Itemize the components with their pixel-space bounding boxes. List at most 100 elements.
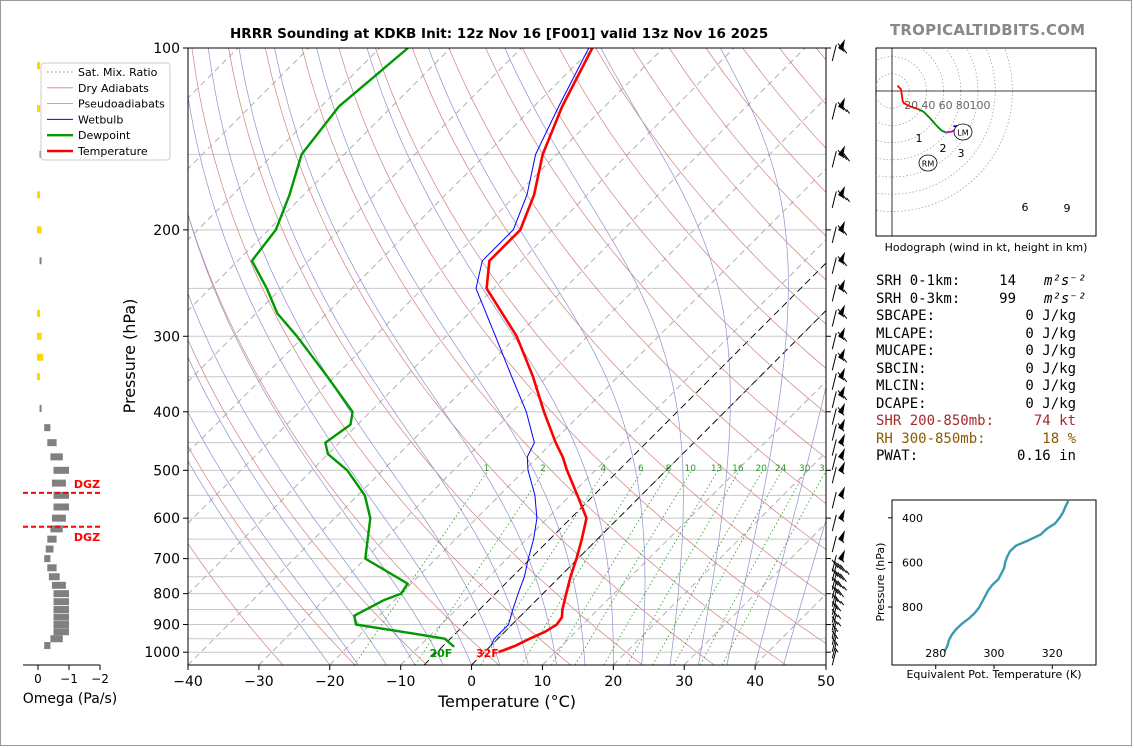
omega-bar: [37, 332, 42, 340]
isotherm-line: [400, 238, 826, 665]
brand-watermark: TROPICALTIDBITS.COM: [890, 21, 1086, 39]
stats-table: SRH 0-1km: 14 m²s⁻² SRH 0-3km: 99 m²s⁻² SBCAPE…: [876, 273, 1096, 466]
hodograph-trace: [917, 108, 947, 134]
omega-bar: [53, 590, 69, 598]
omega-bar: [48, 573, 60, 581]
mixing-ratio-label: 30: [799, 464, 811, 474]
mixing-ratio-label: 16: [732, 464, 744, 474]
mixing-ratio-label: 36: [819, 464, 831, 474]
theta-e-ytick-label: 600: [902, 556, 923, 569]
omega-bar: [53, 606, 69, 614]
wind-barb: [831, 385, 848, 408]
stats-value: 0 J/kg: [1025, 378, 1076, 394]
isotherm-line: [188, 48, 735, 595]
stats-value: 0 J/kg: [1025, 343, 1076, 359]
temperature-tick-label: 50: [817, 674, 835, 690]
profile-wetbulb: [475, 48, 590, 646]
theta-e-ylabel: Pressure (hPa): [874, 543, 887, 622]
pseudoadiabat-line: [207, 48, 501, 665]
omega-bar: [45, 545, 54, 553]
stats-row: SHR 200-850mb: 74 kt: [876, 413, 1096, 431]
omega-bar: [44, 555, 51, 563]
dry-adiabat-line: [191, 48, 571, 665]
pseudoadiabat-line: [188, 94, 472, 665]
dry-adiabat-line: [485, 48, 826, 459]
legend-entry: Dry Adiabats: [78, 82, 149, 95]
pressure-tick-label: 700: [153, 552, 180, 568]
temperature-tick-label: 0: [467, 674, 476, 690]
dry-adiabat-line: [188, 213, 499, 665]
stats-row: MUCAPE: 0 J/kg: [876, 343, 1096, 361]
wind-barb: [831, 145, 850, 168]
wind-barb: [831, 367, 848, 390]
pressure-tick-label: 400: [153, 405, 180, 421]
stats-row: MLCIN: 0 J/kg: [876, 378, 1096, 396]
omega-panel: 0 −1 −2 Omega (Pa/s) DGZ DGZ: [23, 62, 118, 707]
wind-barbs: [831, 39, 850, 666]
dry-adiabat-line: [301, 48, 787, 665]
wind-barb: [831, 185, 850, 208]
skewt-profiles: 20F 32F: [250, 48, 594, 660]
stats-value: 0 J/kg: [1025, 395, 1076, 412]
isotherm-line: [683, 522, 826, 665]
dry-adiabat-line: [448, 48, 826, 505]
theta-e-ytick-label: 800: [902, 601, 923, 614]
omega-bar: [37, 353, 44, 361]
legend-entry: Sat. Mix. Ratio: [78, 66, 158, 79]
dgz-label: DGZ: [74, 531, 100, 544]
theta-e-xlabel: Equivalent Pot. Temperature (K): [906, 668, 1081, 681]
omega-bar: [53, 491, 69, 499]
pressure-tick-label: 800: [153, 587, 180, 603]
mixing-ratio-line: [652, 470, 764, 665]
temperature-tick-label: −20: [315, 674, 345, 690]
dry-adiabat-line: [264, 48, 715, 665]
right-mover-label: RM: [922, 160, 935, 169]
left-mover-marker: [953, 123, 973, 141]
skewt-ylabel: Pressure (hPa): [120, 299, 139, 414]
hodograph-height-label: 6: [1022, 201, 1029, 214]
wind-barb: [831, 608, 842, 631]
omega-xlabel: Omega (Pa/s): [23, 691, 118, 707]
wind-barb: [831, 402, 845, 425]
theta-e-xtick-label: 280: [925, 647, 946, 660]
stats-value: 0 J/kg: [1025, 308, 1076, 324]
omega-bar: [37, 226, 42, 234]
skewt-xlabel: Temperature (°C): [437, 692, 576, 711]
mixing-ratio-line: [353, 470, 489, 665]
stats-label: SRH 0-3km:: [876, 290, 961, 307]
mixing-ratio-label: 2: [540, 464, 546, 474]
omega-bar: [37, 191, 41, 199]
wind-barb: [831, 593, 844, 615]
pseudoadiabat-line: [316, 48, 586, 665]
right-mover-marker: [918, 154, 938, 172]
stats-value: 0 J/kg: [1025, 360, 1076, 377]
stats-label: MUCAPE:: [876, 343, 936, 359]
stats-row: SRH 0-1km: 14 m²s⁻²: [876, 273, 1096, 291]
wind-barb: [831, 39, 848, 62]
omega-tick-label: −2: [91, 672, 109, 686]
stats-row: DCAPE: 0 J/kg: [876, 396, 1096, 414]
hodograph-ring-label: 20: [904, 99, 918, 112]
skewt-plot-frame: [187, 47, 827, 666]
pressure-tick-label: 300: [153, 329, 180, 345]
legend-entry: Wetbulb: [78, 113, 123, 126]
dry-adiabat-line: [188, 542, 284, 665]
stats-value: 0.16 in: [1016, 448, 1076, 464]
hodograph-height-label: 2: [940, 142, 947, 155]
pressure-tick-label: 100: [153, 41, 180, 57]
m20f-label: 20F: [429, 647, 452, 660]
mixing-ratio-line: [414, 470, 546, 665]
wind-barb: [831, 568, 847, 590]
pressure-tick-label: 1000: [144, 645, 180, 661]
omega-tick-label: −1: [60, 672, 78, 686]
dgz-label: DGZ: [74, 478, 100, 491]
omega-bar: [51, 514, 66, 522]
omega-bar: [53, 466, 69, 474]
omega-bar: [53, 621, 69, 629]
mixing-ratio-label: 20: [755, 464, 767, 474]
wind-barb: [831, 418, 845, 441]
temperature-tick-label: 20: [604, 674, 622, 690]
pseudoadiabat-line: [274, 48, 557, 665]
